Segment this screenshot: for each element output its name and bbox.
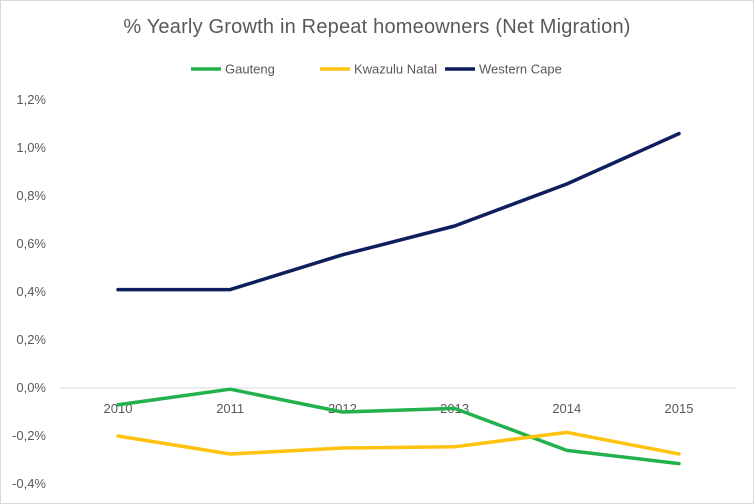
x-tick-label: 2011: [216, 401, 244, 416]
legend: Gauteng Kwazulu Natal Western Cape: [191, 62, 562, 77]
chart-title: % Yearly Growth in Repeat homeowners (Ne…: [123, 16, 631, 38]
y-tick-label: 0,8%: [16, 188, 46, 203]
y-tick-label: -0,4%: [12, 476, 46, 491]
y-tick-label: 1,0%: [16, 140, 46, 155]
series-line-western-cape: [116, 131, 681, 292]
series-line-gauteng: [116, 387, 681, 466]
y-tick-label: 1,2%: [16, 92, 46, 107]
y-tick-label: 0,0%: [16, 380, 46, 395]
x-tick-label: 2015: [665, 401, 694, 416]
y-tick-label: 0,4%: [16, 284, 46, 299]
x-tick-label: 2014: [552, 401, 581, 416]
legend-label-kwazulu-natal: Kwazulu Natal: [354, 62, 437, 77]
y-tick-label: 0,6%: [16, 236, 46, 251]
legend-label-gauteng: Gauteng: [225, 62, 275, 77]
y-axis-ticks: 1,2% 1,0% 0,8% 0,6% 0,4% 0,2% 0,0% -0,2% -0,4%: [12, 92, 46, 491]
y-tick-label: 0,2%: [16, 332, 46, 347]
series-line-kwazulu-natal: [116, 430, 681, 456]
legend-label-western-cape: Western Cape: [479, 62, 562, 77]
y-tick-label: -0,2%: [12, 428, 46, 443]
series-lines: [116, 131, 681, 466]
